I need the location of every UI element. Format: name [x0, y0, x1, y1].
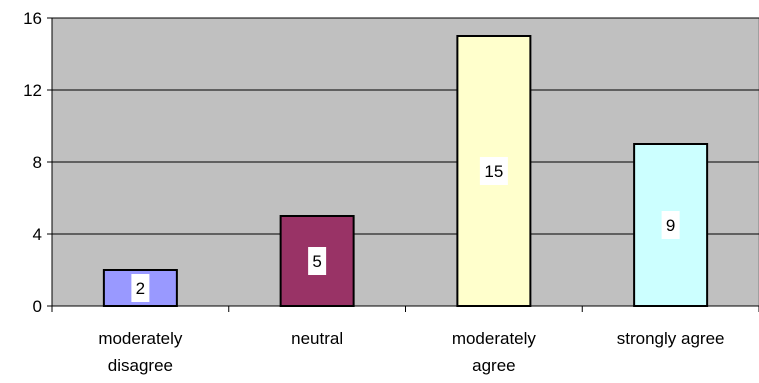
y-tick-label: 4: [33, 225, 42, 244]
x-category-label: disagree: [108, 356, 173, 375]
data-label: 2: [136, 279, 145, 298]
x-axis: moderately disagree neutral moderately agree…: [51, 305, 759, 375]
data-label: 5: [312, 252, 321, 271]
y-tick-label: 16: [23, 9, 42, 28]
data-label: 15: [484, 162, 503, 181]
x-category-label: moderately: [98, 329, 183, 348]
data-labels: 2 5 15 9: [131, 157, 680, 302]
y-tick-label: 12: [23, 81, 42, 100]
y-axis: 0 4 8 12 16: [23, 9, 53, 316]
bar: [633, 143, 709, 307]
x-category-label: strongly agree: [617, 329, 725, 348]
data-label-box: [479, 157, 508, 185]
data-label-box: [661, 211, 680, 239]
x-category-label: agree: [472, 356, 515, 375]
data-label: 9: [666, 216, 675, 235]
data-label-box: [131, 274, 150, 302]
data-label-box: [308, 247, 327, 275]
y-tick-label: 8: [33, 153, 42, 172]
y-tick-label: 0: [33, 297, 42, 316]
x-category-label: neutral: [291, 329, 343, 348]
x-category-label: moderately: [452, 329, 537, 348]
